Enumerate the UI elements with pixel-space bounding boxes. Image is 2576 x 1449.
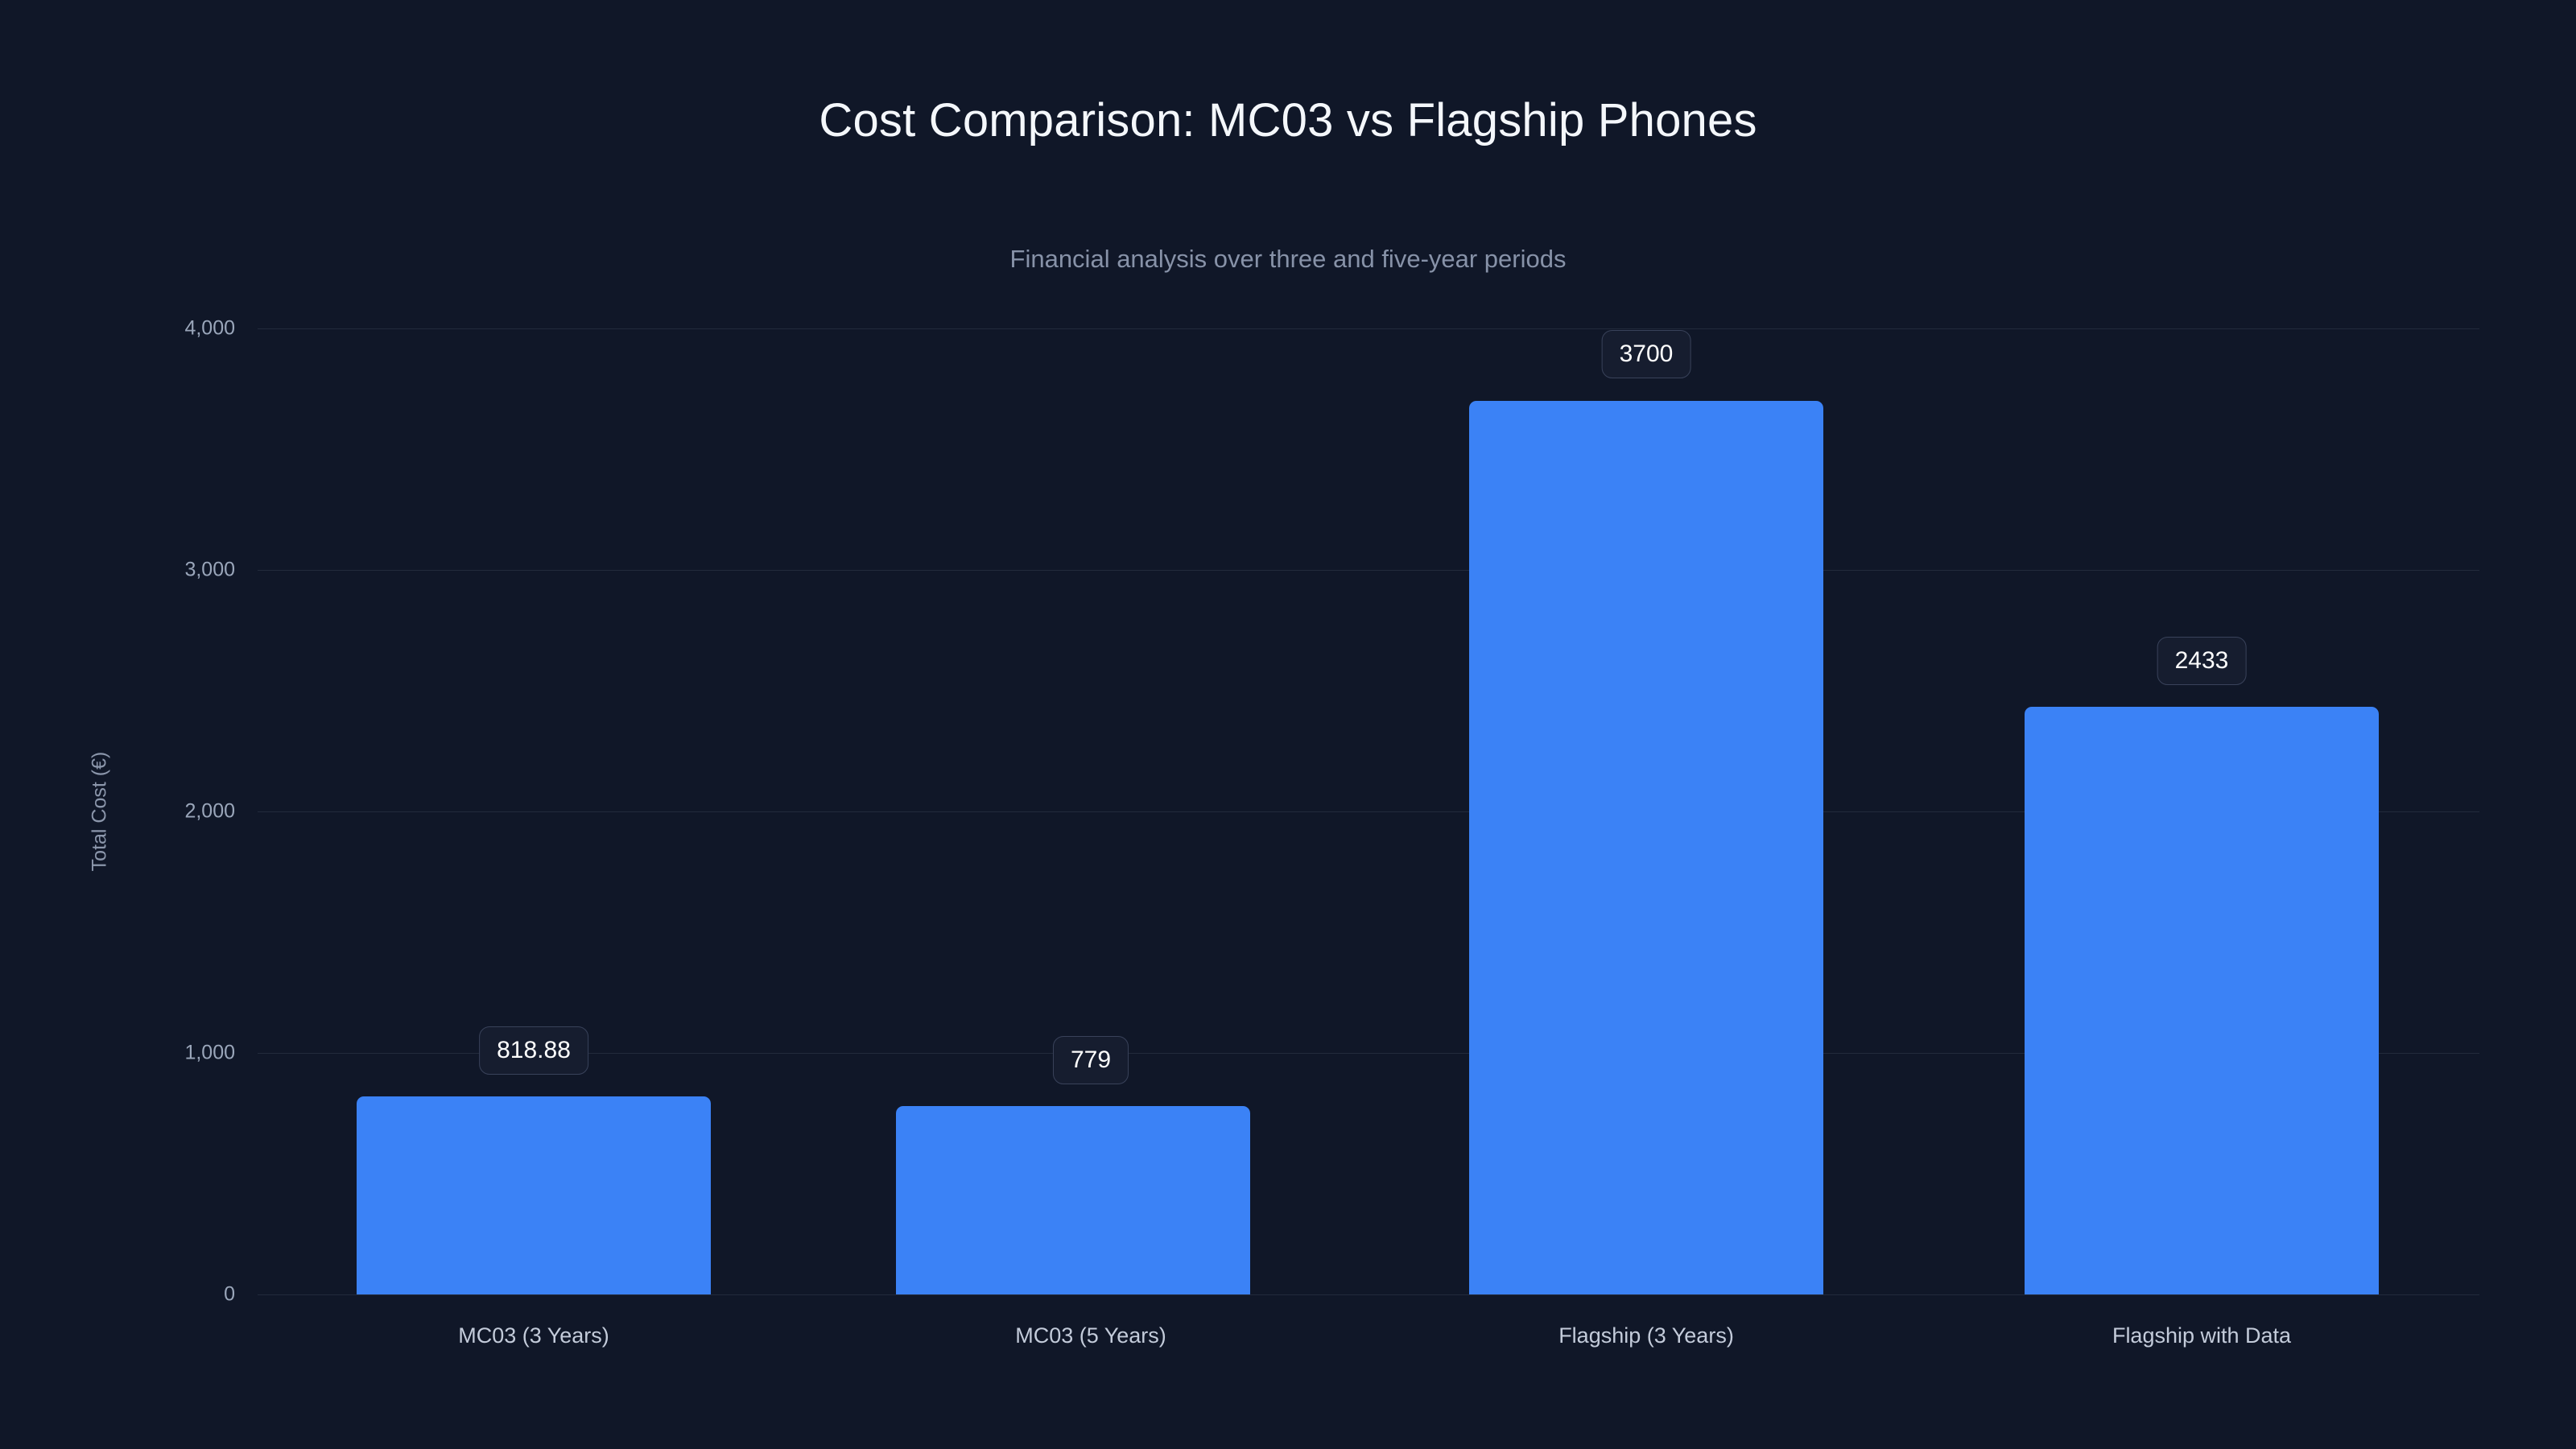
bar-mc03-5-years[interactable] bbox=[896, 1106, 1250, 1294]
plot-area bbox=[258, 328, 2479, 1295]
data-label-mc03-3-years: 818.88 bbox=[479, 1026, 588, 1075]
gridline bbox=[258, 328, 2479, 329]
bar-mc03-3-years[interactable] bbox=[357, 1096, 711, 1294]
y-axis-tick-label: 3,000 bbox=[184, 558, 235, 581]
chart-subtitle: Financial analysis over three and five-y… bbox=[1009, 245, 1567, 273]
data-label-mc03-5-years: 779 bbox=[1052, 1036, 1129, 1084]
gridline bbox=[258, 570, 2479, 571]
gridline bbox=[258, 811, 2479, 812]
x-axis-label-flagship-with-data: Flagship with Data bbox=[2112, 1323, 2292, 1348]
x-axis-label-mc03-5-years: MC03 (5 Years) bbox=[1015, 1323, 1166, 1348]
y-axis-tick-label: 1,000 bbox=[184, 1041, 235, 1064]
chart-title: Cost Comparison: MC03 vs Flagship Phones bbox=[819, 94, 1757, 147]
bar-flagship-with-data[interactable] bbox=[2025, 707, 2379, 1294]
y-axis-tick-label: 2,000 bbox=[184, 799, 235, 823]
bar-flagship-3-years[interactable] bbox=[1469, 401, 1823, 1294]
gridline bbox=[258, 1053, 2479, 1054]
x-axis-label-mc03-3-years: MC03 (3 Years) bbox=[458, 1323, 609, 1348]
y-axis-tick-label: 4,000 bbox=[184, 316, 235, 340]
y-axis-tick-label: 0 bbox=[224, 1282, 235, 1306]
data-label-flagship-with-data: 2433 bbox=[2157, 637, 2247, 685]
gridline bbox=[258, 1294, 2479, 1295]
x-axis-label-flagship-3-years: Flagship (3 Years) bbox=[1558, 1323, 1734, 1348]
data-label-flagship-3-years: 3700 bbox=[1601, 330, 1691, 378]
